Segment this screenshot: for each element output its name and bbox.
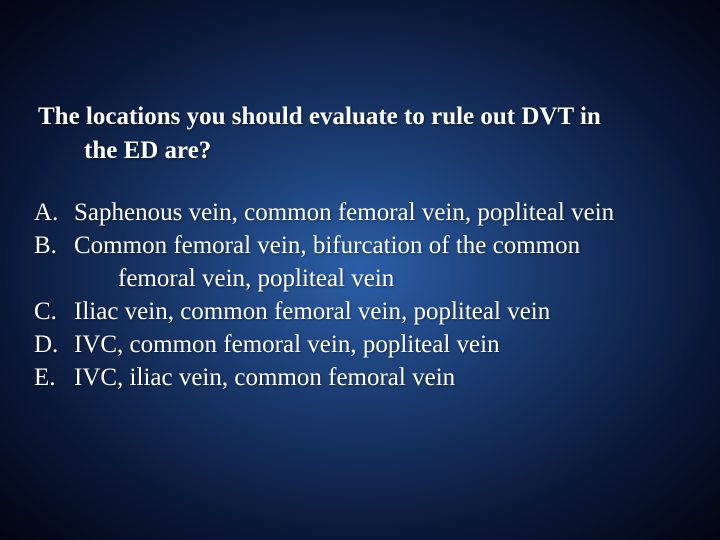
- option-text: Iliac vein, common femoral vein, poplite…: [74, 295, 686, 328]
- option-e: E. IVC, iliac vein, common femoral vein: [34, 361, 686, 394]
- option-b: B. Common femoral vein, bifurcation of t…: [34, 229, 686, 262]
- option-letter: D.: [34, 328, 74, 361]
- option-letter: B.: [34, 229, 74, 262]
- option-d: D. IVC, common femoral vein, popliteal v…: [34, 328, 686, 361]
- option-letter: A.: [34, 196, 74, 229]
- question-line1: The locations you should evaluate to rul…: [38, 103, 601, 130]
- option-letter: C.: [34, 295, 74, 328]
- question-text: The locations you should evaluate to rul…: [34, 100, 686, 168]
- option-text: Common femoral vein, bifurcation of the …: [74, 229, 686, 262]
- option-text-cont: femoral vein, popliteal vein: [74, 262, 686, 295]
- slide: The locations you should evaluate to rul…: [0, 0, 720, 540]
- option-text: IVC, common femoral vein, popliteal vein: [74, 328, 686, 361]
- option-c: C. Iliac vein, common femoral vein, popl…: [34, 295, 686, 328]
- option-b-cont: femoral vein, popliteal vein: [34, 262, 686, 295]
- option-letter: E.: [34, 361, 74, 394]
- option-text: Saphenous vein, common femoral vein, pop…: [74, 196, 686, 229]
- options-list: A. Saphenous vein, common femoral vein, …: [34, 196, 686, 394]
- option-text: IVC, iliac vein, common femoral vein: [74, 361, 686, 394]
- question-line2: the ED are?: [38, 134, 686, 168]
- option-letter-blank: [34, 262, 74, 295]
- option-a: A. Saphenous vein, common femoral vein, …: [34, 196, 686, 229]
